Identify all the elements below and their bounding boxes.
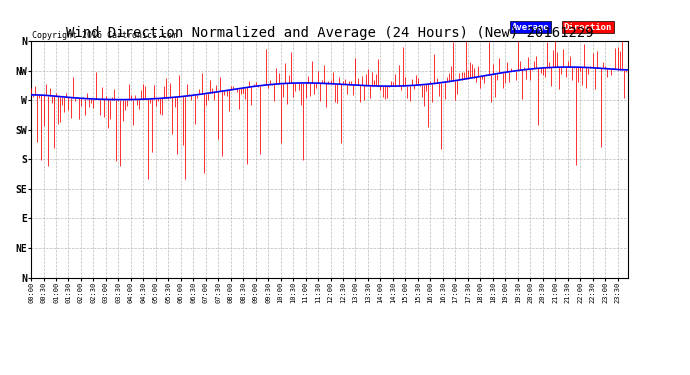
Text: Copyright 2016 Cartronics.com: Copyright 2016 Cartronics.com [32,31,177,40]
Text: Average: Average [511,22,549,32]
Title: Wind Direction Normalized and Average (24 Hours) (New) 20161229: Wind Direction Normalized and Average (2… [66,26,593,40]
Text: Direction: Direction [564,22,612,32]
